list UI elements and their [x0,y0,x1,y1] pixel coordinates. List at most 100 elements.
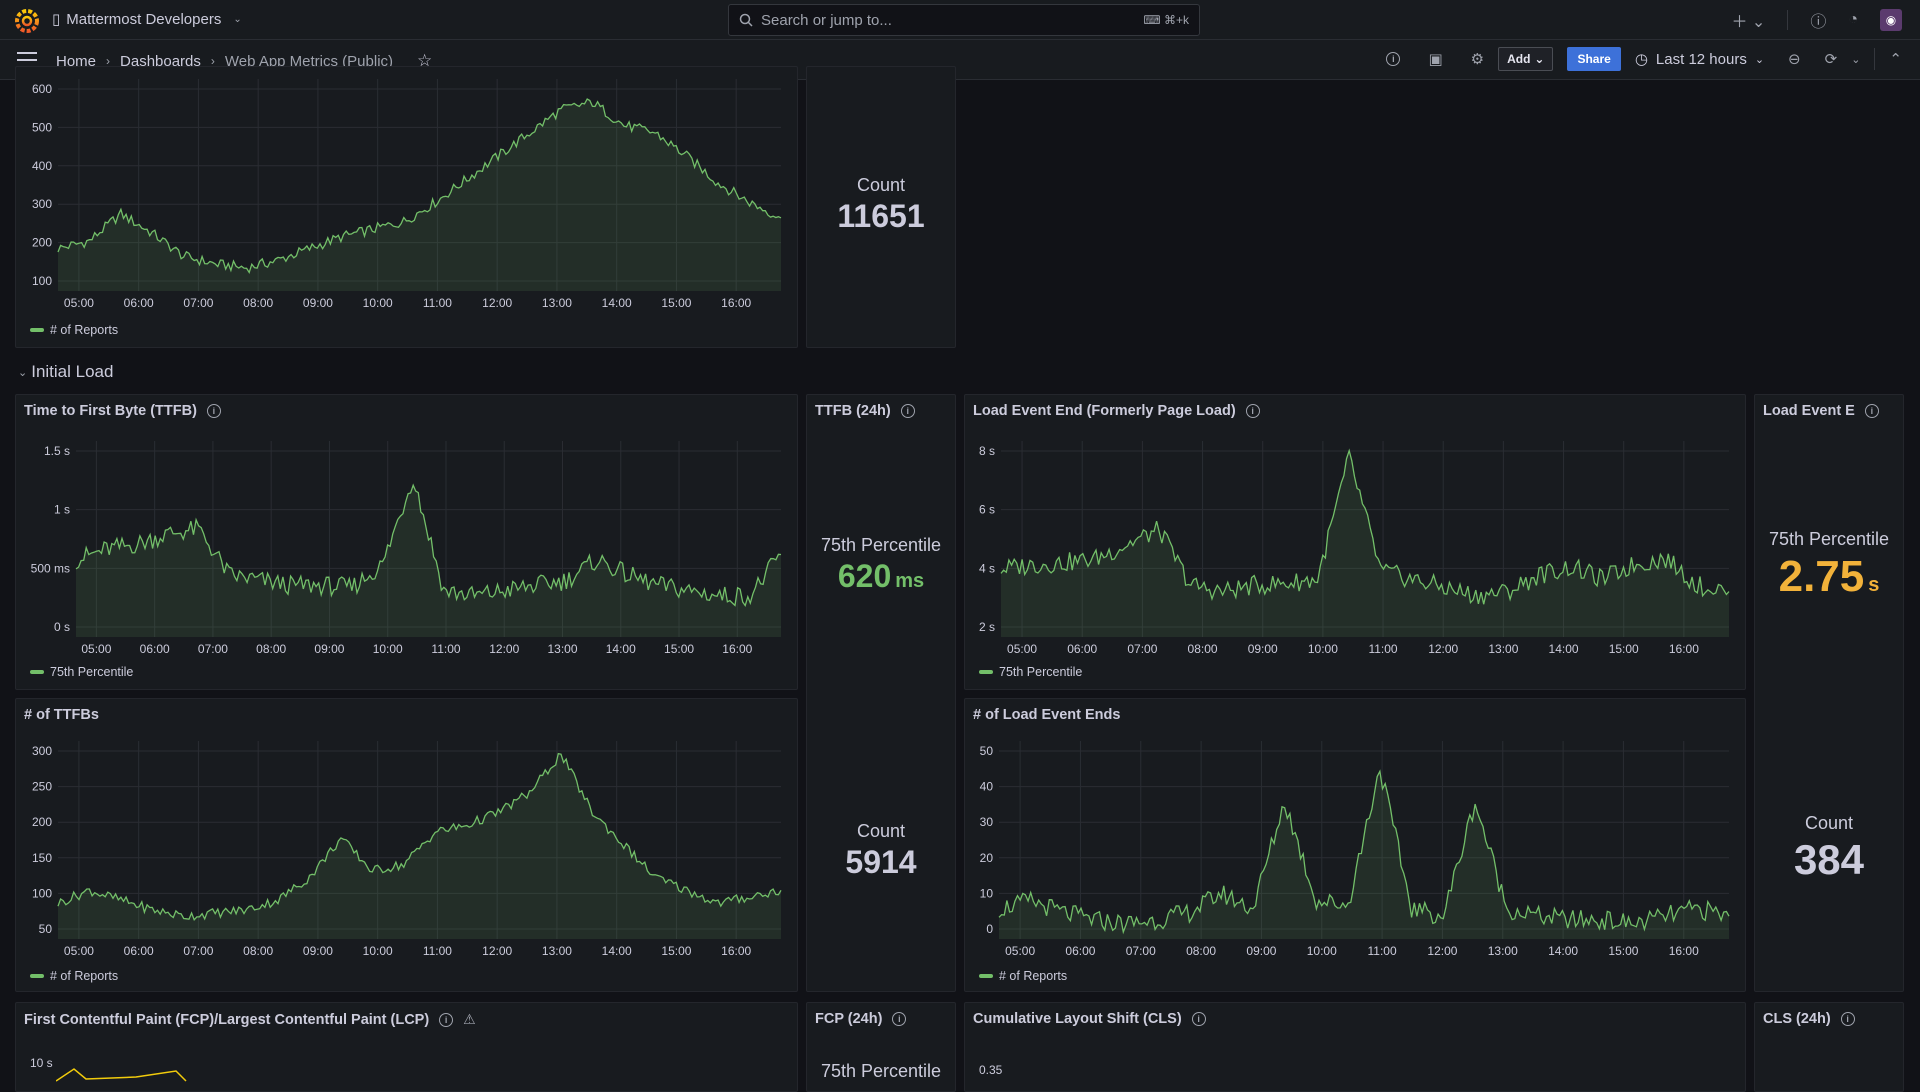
cls-24h-panel[interactable]: CLS (24h) i [1754,1002,1904,1092]
data-point [119,212,123,216]
breadcrumb-home[interactable]: Home [56,52,97,70]
data-point [1156,918,1160,922]
x-tick-label: 12:00 [489,642,519,656]
data-point [245,908,249,912]
new-plus-icon[interactable]: ＋ ⌄ [1731,14,1766,31]
ttfb-panel[interactable]: Time to First Byte (TTFB) i 05:00 06:00 07:… [15,394,798,690]
data-point [1695,907,1699,911]
reports-top-panel[interactable]: 05:00 06:00 07:00 08:00 09:00 10:00 11:00 12:00… [15,66,798,348]
stat-label: 75th Percentile [1768,529,1890,549]
org-switcher[interactable]: ▯ Mattermost Developers ⌄ [52,10,242,29]
avatar[interactable]: ◉ [1880,9,1902,31]
x-tick-label: 13:00 [1488,642,1518,656]
legend[interactable]: # of Reports [30,969,118,983]
load-event-end-panel[interactable]: Load Event End (Formerly Page Load) i 05:… [964,394,1746,690]
info-icon[interactable]: i [1245,404,1260,418]
building-icon: ▯ [52,11,61,28]
legend[interactable]: 75th Percentile [979,665,1082,679]
chevron-down-icon: ⌄ [1534,52,1545,66]
y-tick-label: 30 [980,815,994,829]
stat-value: 11651 [837,198,925,234]
data-point [687,589,691,593]
ttfb-24h-panel[interactable]: TTFB (24h) i 75th Percentile 620 ms Count … [806,394,956,992]
num-load-event-ends-panel[interactable]: # of Load Event Ends 05:00 06:00 07:00 08:0… [964,698,1746,992]
stat-value: 620 ms [837,558,925,594]
legend-swatch [979,670,993,674]
save-icon[interactable]: ▣ [1428,51,1443,68]
star-icon[interactable]: ☆ [417,51,433,70]
info-icon[interactable]: i [206,404,221,418]
clock-icon: ◷ [1634,51,1648,68]
x-tick-label: 10:00 [1308,642,1338,656]
warning-icon[interactable]: ⚠ [463,1011,476,1027]
info-icon[interactable]: i [900,404,915,418]
data-point [1378,766,1382,770]
legend[interactable]: # of Reports [30,323,118,337]
search-icon [739,13,753,27]
data-point [656,583,660,587]
divider [1787,10,1789,30]
data-point [622,123,626,127]
x-tick-label: 09:00 [1246,944,1276,958]
info-icon[interactable]: i [892,1012,907,1026]
x-tick-label: 06:00 [1065,944,1095,958]
data-point [559,752,563,756]
y-tick-label: 600 [32,82,52,96]
stat-value: 384 [1793,836,1865,883]
x-tick-label: 15:00 [664,642,694,656]
info-icon[interactable]: i [439,1012,454,1027]
grafana-logo-icon[interactable] [14,8,40,34]
data-point [748,895,752,899]
x-tick-label: 06:00 [1067,642,1097,656]
data-point [56,247,60,251]
fcp-24h-panel[interactable]: FCP (24h) i 75th Percentile [806,1002,956,1092]
add-button[interactable]: Add ⌄ [1498,47,1554,71]
zoom-out-icon[interactable]: ⊖ [1788,51,1801,68]
y-tick-label: 1.5 s [44,444,70,458]
data-point [1695,583,1699,587]
search-input[interactable]: Search or jump to... ⌨ ⌘+k [728,4,1200,36]
data-point [258,578,262,582]
dashboard-info-icon[interactable]: i [1386,52,1401,66]
data-point [1062,561,1066,565]
data-point [1126,542,1130,546]
info-icon[interactable]: i [1191,1012,1206,1026]
settings-gear-icon[interactable]: ⚙ [1470,51,1485,68]
info-icon[interactable]: i [1864,404,1879,418]
data-point [685,888,689,892]
refresh-interval-chevron-icon[interactable]: ⌄ [1851,53,1861,66]
legend-label: # of Reports [50,323,119,337]
count-top-panel[interactable]: Count 11651 [806,66,956,348]
y-tick-label: 200 [32,815,52,829]
row-initial-load[interactable]: ⌄ Initial Load [18,362,113,382]
data-point [1505,907,1509,911]
cls-panel[interactable]: Cumulative Layout Shift (CLS) i 0.35 [964,1002,1746,1092]
breadcrumb-dashboards[interactable]: Dashboards [120,52,201,70]
y-tick-label: 0 [986,922,993,936]
collapse-chevron-up-icon[interactable]: ⌃ [1889,51,1902,68]
help-icon[interactable]: ⓘ [1810,14,1827,31]
data-point [716,901,720,905]
row-title: Initial Load [31,362,114,381]
news-feed-icon[interactable]: ◔ [1848,11,1858,28]
x-tick-label: 12:00 [482,944,512,958]
share-button[interactable]: Share [1567,47,1621,71]
time-range-picker[interactable]: ◷ Last 12 hours ⌄ [1634,50,1764,69]
data-point [339,235,343,239]
info-icon[interactable]: i [1840,1012,1855,1026]
data-point [685,154,689,158]
data-point [1283,800,1287,804]
data-point [590,810,594,814]
x-tick-label: 05:00 [1007,642,1037,656]
y-tick-label: 100 [32,886,52,900]
legend[interactable]: 75th Percentile [30,665,133,679]
chevron-down-icon: ⌄ [18,366,28,379]
num-ttfbs-panel[interactable]: # of TTFBs 05:00 06:00 07:00 08:00 09:00 10:0… [15,698,798,992]
data-point [105,547,109,551]
refresh-icon[interactable]: ⟳ [1824,51,1838,68]
data-point [997,907,1001,911]
fcp-lcp-panel[interactable]: First Contentful Paint (FCP)/Largest Con… [15,1002,798,1092]
chevron-right-icon: › [106,54,111,68]
legend[interactable]: # of Reports [979,969,1067,983]
